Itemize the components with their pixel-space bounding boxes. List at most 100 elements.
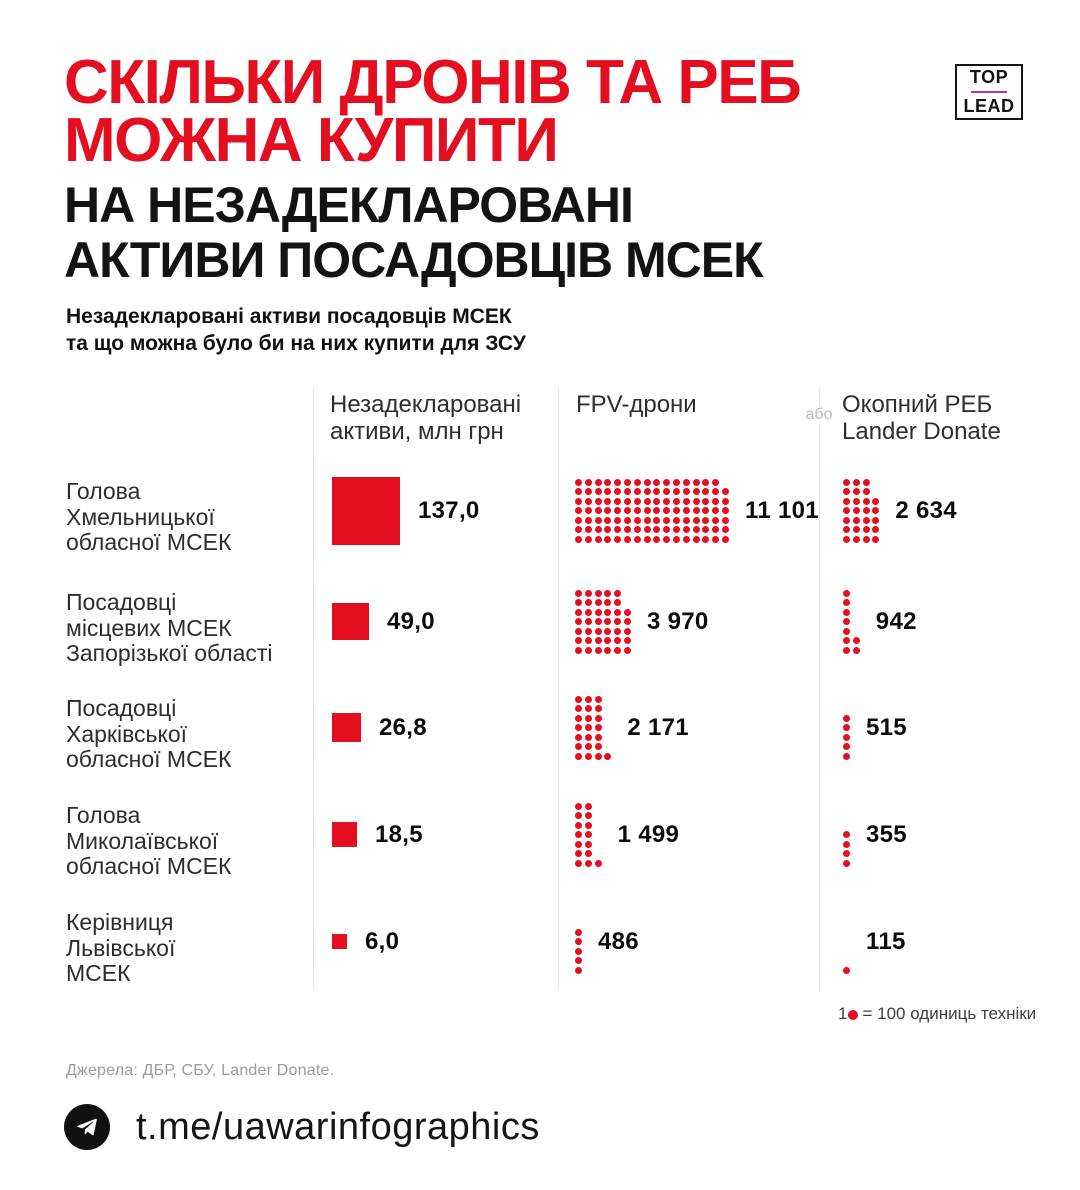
unit-dot (852, 536, 860, 543)
dot-column (633, 478, 641, 543)
unit-dot (604, 608, 612, 616)
unit-dot (663, 488, 671, 496)
unit-dot (594, 860, 602, 867)
unit-dot (575, 599, 582, 607)
dot-column (872, 497, 880, 543)
unit-dot (721, 488, 729, 496)
unit-dot (843, 618, 850, 626)
unit-dot (604, 753, 612, 760)
dot-column (594, 478, 602, 543)
row-label-line: обласної МСЕК (66, 853, 232, 879)
unit-dot (862, 536, 870, 543)
unit-dot (692, 478, 700, 486)
dot-column (575, 695, 582, 760)
column-divider-3 (819, 388, 820, 990)
dot-column (614, 589, 622, 654)
telegram-link[interactable]: t.me/uawarinfographics (136, 1105, 540, 1148)
reb-dot-grid (843, 909, 850, 974)
dot-column (712, 478, 720, 543)
fpv-value: 2 171 (627, 713, 689, 741)
unit-dot (584, 608, 592, 616)
unit-dot (575, 478, 582, 486)
unit-dot (623, 627, 631, 635)
unit-dot (594, 637, 602, 645)
fpv-dot-grid (575, 909, 582, 974)
assets-value: 49,0 (387, 607, 435, 635)
unit-dot (843, 724, 850, 732)
unit-dot (623, 526, 631, 534)
unit-dot (663, 526, 671, 534)
row-label-line: Львівської (66, 934, 176, 961)
unit-dot (623, 488, 631, 496)
unit-dot (672, 497, 680, 505)
unit-dot (633, 507, 641, 515)
unit-dot (575, 947, 582, 955)
fpv-dot-grid (575, 589, 631, 654)
unit-dot (663, 478, 671, 486)
unit-dot (843, 733, 850, 741)
telegram-icon[interactable] (64, 1104, 110, 1150)
unit-dot (604, 618, 612, 626)
unit-dot (702, 536, 710, 543)
unit-dot (575, 938, 582, 946)
unit-dot (672, 526, 680, 534)
column-header-reb-line2: Lander Donate (842, 418, 1001, 445)
dot-column (575, 928, 582, 974)
unit-dot (594, 589, 602, 597)
unit-dot (862, 488, 870, 496)
unit-dot (872, 536, 880, 543)
dot-column (594, 695, 602, 760)
reb-value: 2 634 (895, 496, 957, 524)
unit-dot (653, 507, 661, 515)
unit-dot (843, 860, 850, 867)
unit-dot (575, 928, 582, 936)
unit-dot (653, 516, 661, 524)
unit-dot (872, 516, 880, 524)
unit-dot (604, 599, 612, 607)
row-label-line: Голова (66, 802, 141, 828)
unit-dot (594, 536, 602, 543)
unit-dot (721, 497, 729, 505)
dot-column (852, 478, 860, 543)
paper-plane-icon (77, 1118, 97, 1136)
unit-dot (604, 497, 612, 505)
unit-dot (575, 860, 582, 867)
unit-dot (872, 507, 880, 515)
dot-column (604, 753, 612, 760)
row-label: Голова Миколаївської обласної МСЕК (66, 802, 232, 880)
unit-dot (852, 637, 860, 645)
unit-dot (872, 526, 880, 534)
unit-dot (672, 536, 680, 543)
reb-dot-grid (843, 478, 880, 543)
unit-dot (594, 753, 602, 760)
unit-dot (575, 647, 582, 654)
unit-dot (843, 714, 850, 722)
unit-dot (594, 743, 602, 751)
title-black-line2: АКТИВИ ПОСАДОВЦІВ МСЕК (64, 232, 764, 288)
unit-dot (843, 507, 850, 515)
unit-dot (575, 714, 582, 722)
unit-dot (692, 536, 700, 543)
unit-dot (584, 733, 592, 741)
unit-dot (594, 695, 602, 703)
unit-dot (584, 831, 592, 839)
dot-column (702, 478, 710, 543)
column-header-assets-line1: Незадекларовані (330, 391, 522, 418)
column-header-reb-line1: Окопний РЕБ (842, 391, 993, 418)
unit-dot (584, 589, 592, 597)
unit-dot (594, 497, 602, 505)
unit-dot (672, 507, 680, 515)
dot-column (843, 478, 850, 543)
unit-dot (623, 497, 631, 505)
unit-dot (594, 599, 602, 607)
row-label-line: Запорізької області (66, 640, 273, 666)
unit-dot (682, 516, 690, 524)
unit-dot (575, 840, 582, 848)
unit-dot (584, 647, 592, 654)
unit-dot (682, 497, 690, 505)
unit-dot (584, 488, 592, 496)
unit-dot (614, 608, 622, 616)
unit-dot (614, 589, 622, 597)
column-divider-1 (313, 388, 314, 990)
